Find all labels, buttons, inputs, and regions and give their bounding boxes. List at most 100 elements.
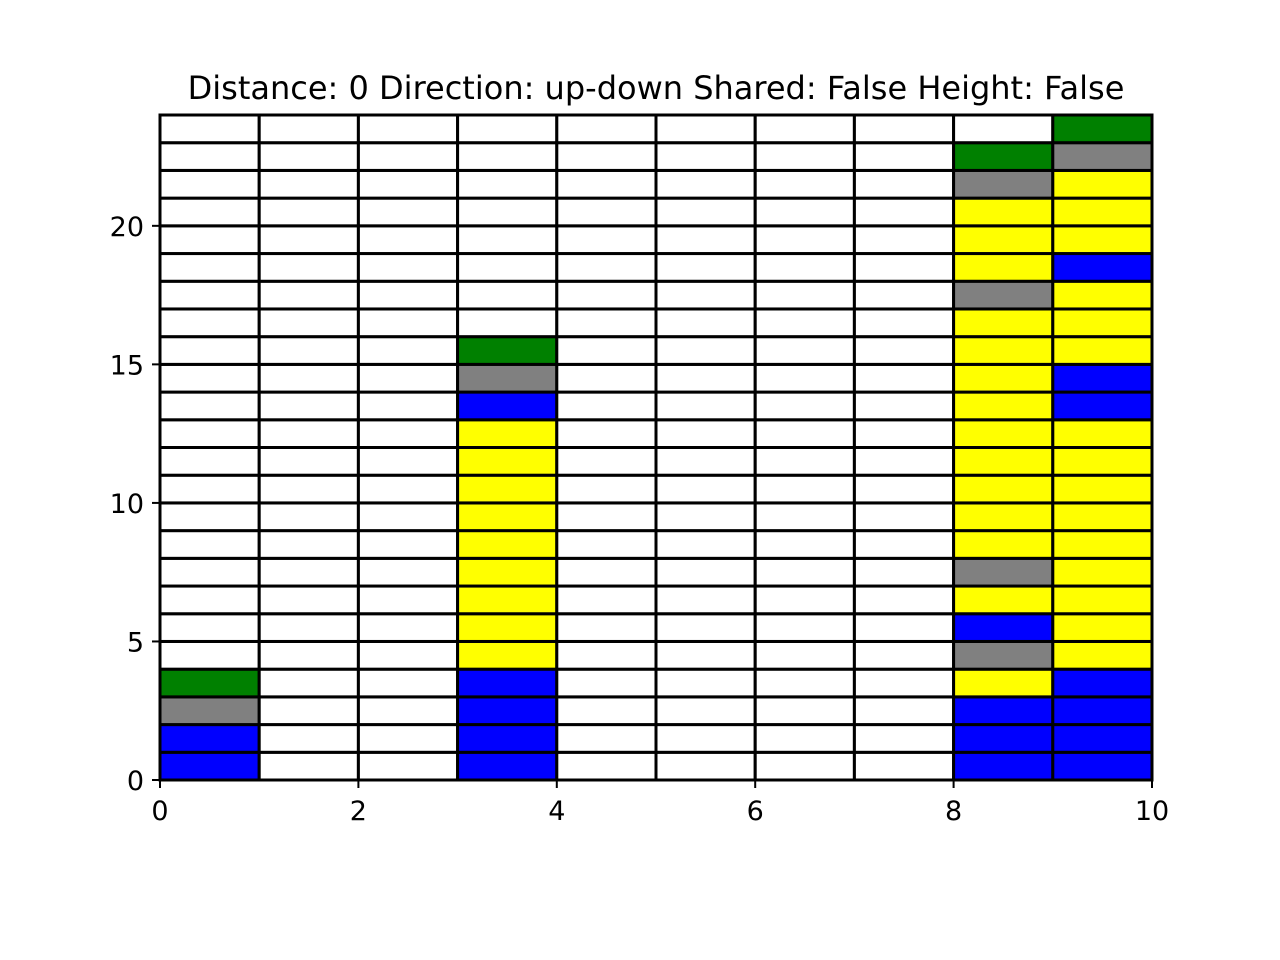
cell-yellow (456, 446, 559, 477)
cell-empty (257, 750, 360, 782)
cell-yellow (1051, 639, 1154, 671)
x-tick-label: 10 (1135, 796, 1169, 827)
cell-empty (356, 390, 460, 422)
cell-blue (952, 750, 1055, 782)
x-tick-label: 8 (945, 796, 962, 827)
y-tick-label: 5 (127, 627, 144, 658)
cell-blue (456, 390, 559, 422)
cell-empty (356, 584, 460, 616)
x-tick-label: 2 (350, 796, 367, 827)
cell-empty (257, 196, 360, 228)
cell-empty (158, 529, 261, 560)
cell-empty (555, 501, 658, 533)
cell-empty (852, 168, 956, 200)
cell-empty (852, 612, 956, 643)
cell-green (456, 335, 559, 366)
cell-gray (158, 695, 261, 727)
cell-yellow (456, 556, 559, 588)
cell-empty (654, 446, 757, 477)
cell-empty (158, 418, 261, 449)
cell-empty (257, 335, 360, 366)
cell-empty (257, 473, 360, 505)
cell-empty (654, 695, 757, 727)
cell-empty (654, 279, 757, 311)
cell-empty (753, 252, 856, 283)
cell-yellow (1051, 612, 1154, 643)
cell-empty (753, 473, 856, 505)
cell-empty (654, 113, 757, 145)
cell-empty (555, 612, 658, 643)
cell-empty (753, 667, 856, 699)
cell-empty (158, 113, 261, 145)
cell-empty (555, 750, 658, 782)
cell-empty (456, 141, 559, 172)
cell-yellow (1051, 584, 1154, 616)
cell-empty (654, 362, 757, 394)
cell-empty (753, 446, 856, 477)
cell-empty (555, 141, 658, 172)
cell-empty (852, 556, 956, 588)
cell-blue (952, 695, 1055, 727)
cell-empty (356, 446, 460, 477)
cell-yellow (952, 196, 1055, 228)
cell-empty (356, 529, 460, 560)
cell-empty (257, 224, 360, 256)
grid-cells (158, 113, 1154, 782)
cell-empty (158, 446, 261, 477)
cell-empty (356, 307, 460, 339)
cell-empty (555, 695, 658, 727)
cell-gray (456, 362, 559, 394)
cell-gray (1051, 141, 1154, 172)
cell-empty (257, 418, 360, 449)
cell-empty (753, 584, 856, 616)
cell-empty (555, 362, 658, 394)
cell-blue (1051, 390, 1154, 422)
cell-empty (555, 446, 658, 477)
cell-empty (356, 168, 460, 200)
cell-empty (555, 418, 658, 449)
cell-empty (555, 584, 658, 616)
cell-empty (852, 141, 956, 172)
cell-empty (753, 196, 856, 228)
cell-empty (158, 390, 261, 422)
cell-empty (158, 584, 261, 616)
cell-empty (852, 279, 956, 311)
cell-yellow (952, 446, 1055, 477)
cell-empty (356, 141, 460, 172)
cell-empty (753, 556, 856, 588)
cell-blue (1051, 667, 1154, 699)
cell-empty (257, 113, 360, 145)
cell-empty (852, 390, 956, 422)
cell-empty (654, 750, 757, 782)
cell-empty (654, 639, 757, 671)
cell-empty (654, 612, 757, 643)
cell-empty (852, 196, 956, 228)
cell-yellow (1051, 556, 1154, 588)
cell-yellow (952, 584, 1055, 616)
cell-yellow (952, 501, 1055, 533)
cell-gray (952, 556, 1055, 588)
cell-empty (456, 307, 559, 339)
cell-empty (356, 362, 460, 394)
plot-frame (159, 114, 1153, 781)
cell-empty (356, 279, 460, 311)
cell-yellow (952, 529, 1055, 560)
cell-yellow (952, 473, 1055, 505)
cell-empty (257, 695, 360, 727)
cell-empty (456, 168, 559, 200)
cell-yellow (1051, 224, 1154, 256)
cell-yellow (952, 307, 1055, 339)
cell-yellow (1051, 473, 1154, 505)
cell-empty (356, 252, 460, 283)
cell-empty (753, 279, 856, 311)
cell-empty (257, 168, 360, 200)
y-tick-label: 20 (110, 212, 144, 243)
cell-empty (654, 196, 757, 228)
cell-blue (158, 723, 261, 754)
cell-gray (952, 168, 1055, 200)
cell-empty (456, 279, 559, 311)
cell-empty (158, 362, 261, 394)
axes: 0 2 4 6 8 10 0 5 10 15 20 (110, 114, 1169, 827)
cell-empty (654, 224, 757, 256)
